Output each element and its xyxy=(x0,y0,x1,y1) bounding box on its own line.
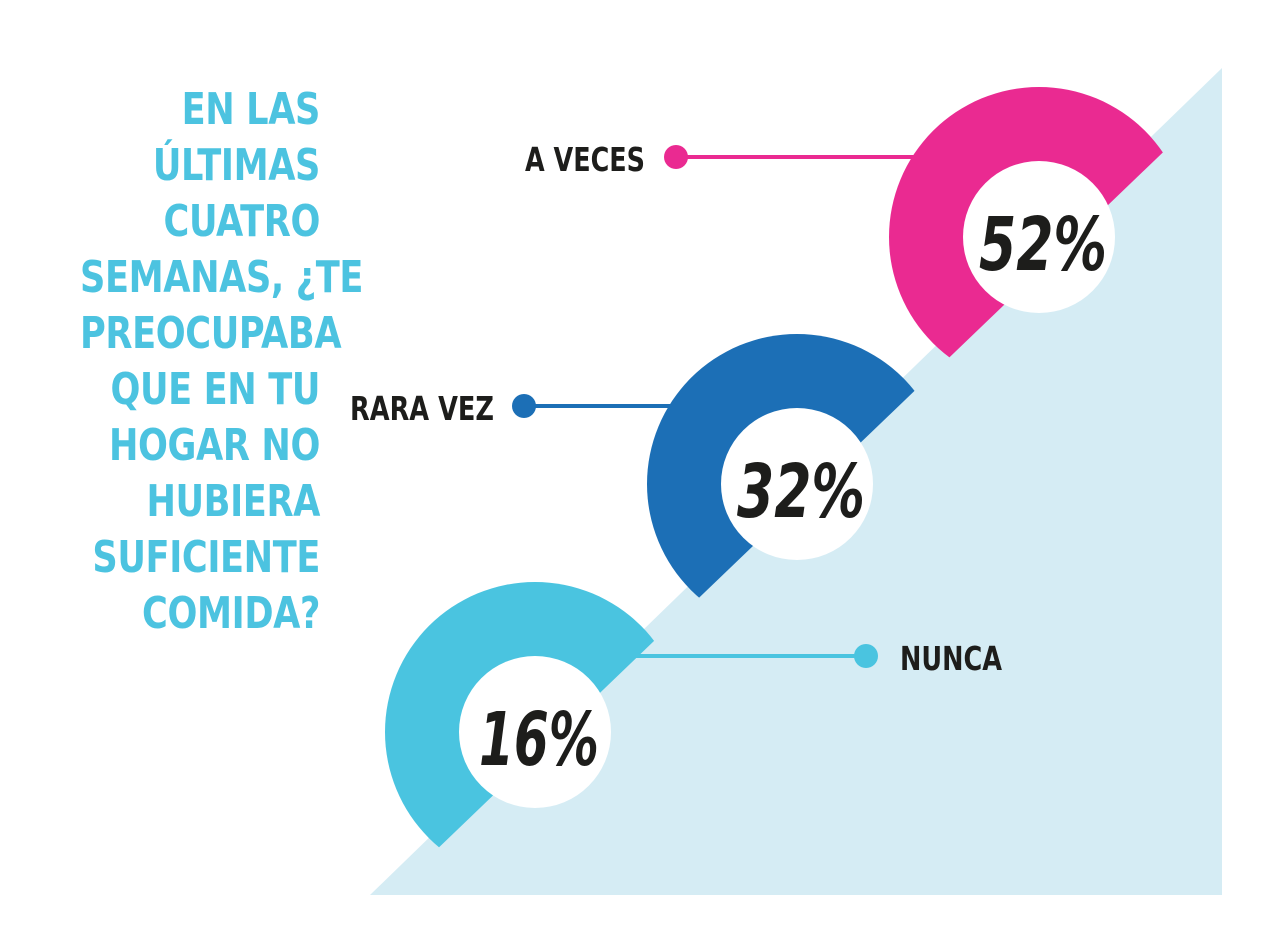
leader-dot-rara-vez xyxy=(512,394,536,418)
donut-hole-a-veces xyxy=(963,161,1115,313)
question-line: ÚLTIMAS xyxy=(152,140,321,191)
donut-hole-nunca xyxy=(459,656,611,808)
category-label-a-veces: A VECES xyxy=(525,140,645,179)
question-line: COMIDA? xyxy=(142,588,320,639)
value-label-rara-vez: 32% xyxy=(737,449,865,535)
question-line: HOGAR NO xyxy=(108,420,320,471)
donut-hole-rara-vez xyxy=(721,408,873,560)
question-line: SEMANAS, ¿TE xyxy=(80,252,364,303)
leader-dot-a-veces xyxy=(664,145,688,169)
question-title: EN LAS ÚLTIMAS CUATRO SEMANAS, ¿TE PREOC… xyxy=(80,82,364,642)
question-line: QUE EN TU xyxy=(110,364,320,415)
category-label-nunca: NUNCA xyxy=(900,639,1002,678)
question-line: HUBIERA xyxy=(146,476,320,527)
category-label-rara-vez: RARA VEZ xyxy=(350,389,494,428)
question-line: CUATRO xyxy=(163,196,321,247)
value-label-nunca: 16% xyxy=(479,697,599,783)
value-label-a-veces: 52% xyxy=(979,202,1107,288)
question-line: EN LAS xyxy=(181,84,321,135)
question-line: PREOCUPABA xyxy=(80,308,342,359)
question-line: SUFICIENTE xyxy=(92,532,320,583)
leader-dot-nunca xyxy=(854,644,878,668)
